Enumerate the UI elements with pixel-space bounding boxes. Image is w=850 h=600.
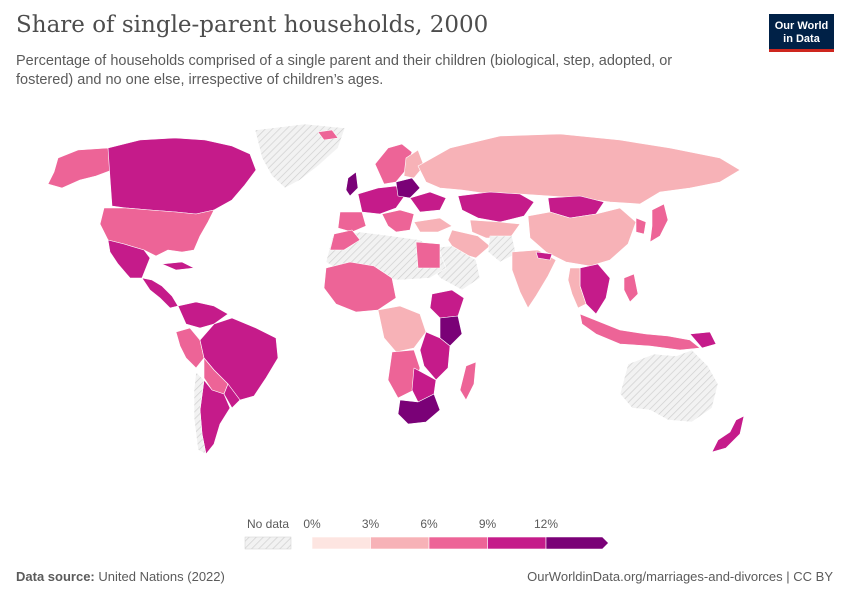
country-thailand[interactable] [567,267,587,309]
country-cuba[interactable] [161,261,195,271]
chart-subtitle: Percentage of households comprised of a … [16,53,673,88]
country-spain[interactable] [337,211,367,233]
country-indonesia[interactable] [579,313,701,351]
footer-url[interactable]: OurWorldinData.org/marriages-and-divorce… [527,569,833,584]
country-uk[interactable] [345,171,359,197]
country-iceland[interactable] [317,129,339,141]
country-alaska[interactable] [47,147,113,189]
country-ethiopia[interactable] [429,289,465,319]
country-ukraine[interactable] [409,191,447,213]
country-west-africa[interactable] [323,261,397,313]
country-korea[interactable] [635,217,647,235]
footer-source: Data source: United Nations (2022) [16,569,225,584]
country-central-asia[interactable] [469,219,521,239]
country-balkans[interactable] [381,209,415,233]
country-tanzania[interactable] [419,331,451,381]
country-central-america[interactable] [141,277,179,309]
country-greenland[interactable] [254,123,346,189]
country-finland[interactable] [403,149,425,179]
legend-swatch-1[interactable] [370,536,430,550]
country-southeast-asia[interactable] [579,263,611,315]
country-japan[interactable] [649,203,669,243]
owid-logo[interactable]: Our World in Data [769,14,834,52]
country-uruguay[interactable] [223,383,241,409]
country-morocco[interactable] [329,229,361,251]
world-map[interactable] [0,118,850,458]
country-madagascar[interactable] [459,361,477,401]
country-papua-new-guinea[interactable] [689,331,717,349]
logo-line-2: in Data [783,33,820,45]
country-russia[interactable] [417,133,741,205]
country-egypt[interactable] [415,241,441,269]
country-kenya[interactable] [439,315,463,347]
country-kazakhstan[interactable] [457,191,535,223]
legend-no-data-swatch [244,536,292,550]
country-peru[interactable] [175,327,205,369]
legend-tick-label-3: 9% [479,517,497,531]
country-poland[interactable] [395,177,421,199]
country-mexico[interactable] [107,239,151,279]
legend-no-data-label: No data [247,517,289,531]
country-south-africa[interactable] [397,393,441,425]
country-central-africa[interactable] [377,305,427,353]
country-chile[interactable] [193,371,207,455]
footer-source-value: United Nations (2022) [98,569,225,584]
legend-swatch-4[interactable] [545,536,609,550]
legend-tick-label-2: 6% [420,517,438,531]
country-turkey[interactable] [413,217,453,233]
country-canada[interactable] [107,137,257,215]
country-new-zealand[interactable] [711,415,745,453]
country-pakistan[interactable] [487,235,517,263]
country-venezuela-colombia[interactable] [177,301,229,329]
legend-tick-label-0: 0% [303,517,321,531]
legend-swatch-2[interactable] [428,536,488,550]
chart-title: Share of single-parent households, 2000 [16,12,489,38]
country-nepal[interactable] [535,251,553,261]
map-legend: No data 0% 3% 6% 9% 12% [244,517,609,550]
legend-tick-label-4: 12% [534,517,558,531]
legend-swatch-3[interactable] [487,536,547,550]
country-australia[interactable] [619,349,719,423]
logo-line-1: Our World [774,20,829,32]
legend-tick-label-1: 3% [362,517,380,531]
legend-swatch-0[interactable] [311,536,371,550]
footer-source-label: Data source: [16,569,95,584]
country-china[interactable] [527,207,637,267]
country-western-europe[interactable] [357,185,407,215]
country-philippines[interactable] [623,273,639,303]
